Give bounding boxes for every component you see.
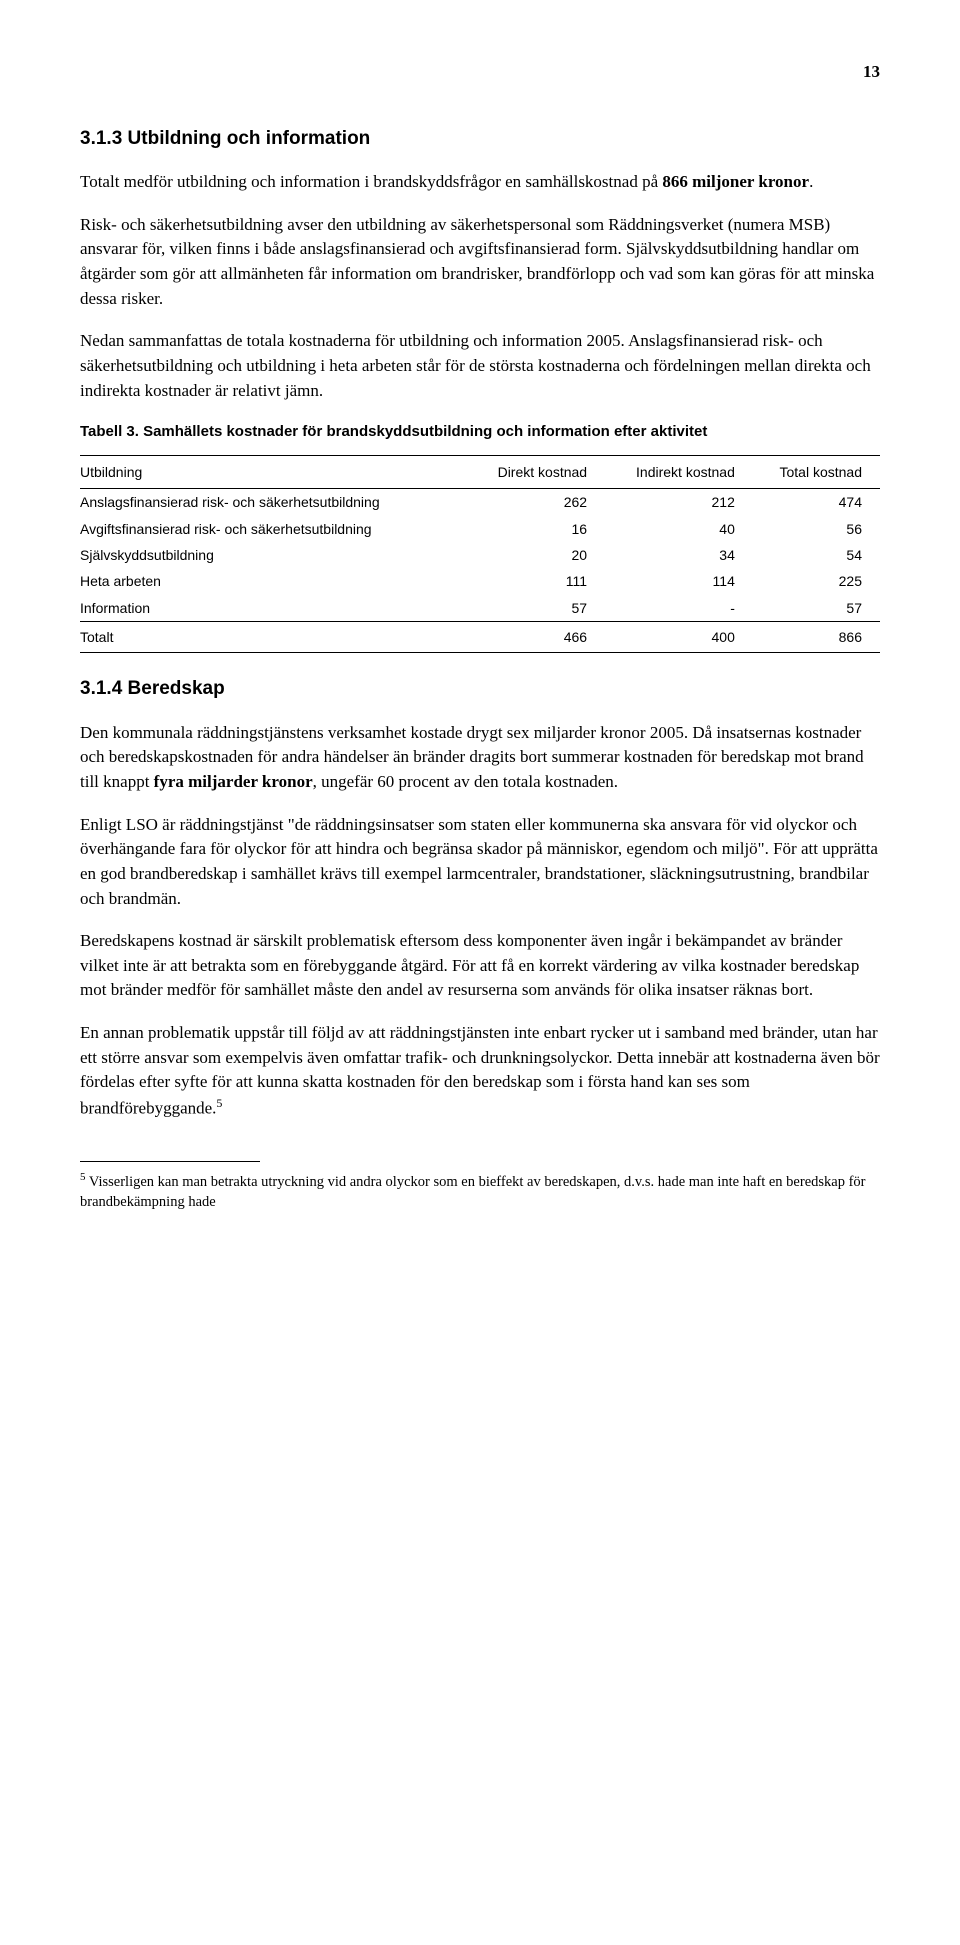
table-row: Självskyddsutbildning 20 34 54 [80, 542, 880, 568]
cell: Heta arbeten [80, 568, 469, 594]
cell: 20 [469, 542, 605, 568]
table-total-row: Totalt 466 400 866 [80, 621, 880, 652]
cell: 57 [753, 595, 880, 622]
cell: Anslagsfinansierad risk- och säkerhetsut… [80, 489, 469, 516]
page-number: 13 [80, 60, 880, 85]
cell: 400 [605, 621, 753, 652]
footnote-ref: 5 [216, 1096, 222, 1110]
text-run-bold: 866 miljoner kronor [662, 172, 809, 191]
cell: 16 [469, 516, 605, 542]
cell: 225 [753, 568, 880, 594]
paragraph: En annan problematik uppstår till följd … [80, 1021, 880, 1121]
table-row: Anslagsfinansierad risk- och säkerhetsut… [80, 489, 880, 516]
paragraph: Risk- och säkerhetsutbildning avser den … [80, 213, 880, 312]
cell: 40 [605, 516, 753, 542]
cell: 114 [605, 568, 753, 594]
cell: 56 [753, 516, 880, 542]
cell: 57 [469, 595, 605, 622]
paragraph: Beredskapens kostnad är särskilt problem… [80, 929, 880, 1003]
paragraph: Den kommunala räddningstjänstens verksam… [80, 721, 880, 795]
col-header: Total kostnad [753, 456, 880, 489]
table-row: Information 57 - 57 [80, 595, 880, 622]
footnote-text: Visserligen kan man betrakta utryckning … [80, 1174, 866, 1210]
col-header: Direkt kostnad [469, 456, 605, 489]
text-run: Totalt medför utbildning och information… [80, 172, 662, 191]
paragraph: Nedan sammanfattas de totala kostnaderna… [80, 329, 880, 403]
cell: Totalt [80, 621, 469, 652]
footnote-rule [80, 1161, 260, 1162]
cell: 866 [753, 621, 880, 652]
paragraph: Enligt LSO är räddningstjänst "de räddni… [80, 813, 880, 912]
table-row: Heta arbeten 111 114 225 [80, 568, 880, 594]
cell: 474 [753, 489, 880, 516]
table-row: Avgiftsfinansierad risk- och säkerhetsut… [80, 516, 880, 542]
text-run: , ungefär 60 procent av den totala kostn… [313, 772, 618, 791]
section-heading-3-1-4: 3.1.4 Beredskap [80, 675, 880, 703]
cell: 54 [753, 542, 880, 568]
cell: - [605, 595, 753, 622]
text-run-bold: fyra miljarder kronor [154, 772, 313, 791]
cell: 262 [469, 489, 605, 516]
cell: Avgiftsfinansierad risk- och säkerhetsut… [80, 516, 469, 542]
cell: Självskyddsutbildning [80, 542, 469, 568]
cost-table: Utbildning Direkt kostnad Indirekt kostn… [80, 455, 880, 653]
cell: 466 [469, 621, 605, 652]
text-run: . [809, 172, 813, 191]
col-header: Indirekt kostnad [605, 456, 753, 489]
paragraph: Totalt medför utbildning och information… [80, 170, 880, 195]
col-header: Utbildning [80, 456, 469, 489]
table-header-row: Utbildning Direkt kostnad Indirekt kostn… [80, 456, 880, 489]
cell: 111 [469, 568, 605, 594]
cell: 212 [605, 489, 753, 516]
section-heading-3-1-3: 3.1.3 Utbildning och information [80, 125, 880, 153]
table-caption: Tabell 3. Samhällets kostnader för brand… [80, 421, 880, 443]
cell: 34 [605, 542, 753, 568]
cell: Information [80, 595, 469, 622]
footnote: 5 Visserligen kan man betrakta utrycknin… [80, 1170, 880, 1212]
text-run: En annan problematik uppstår till följd … [80, 1023, 880, 1118]
